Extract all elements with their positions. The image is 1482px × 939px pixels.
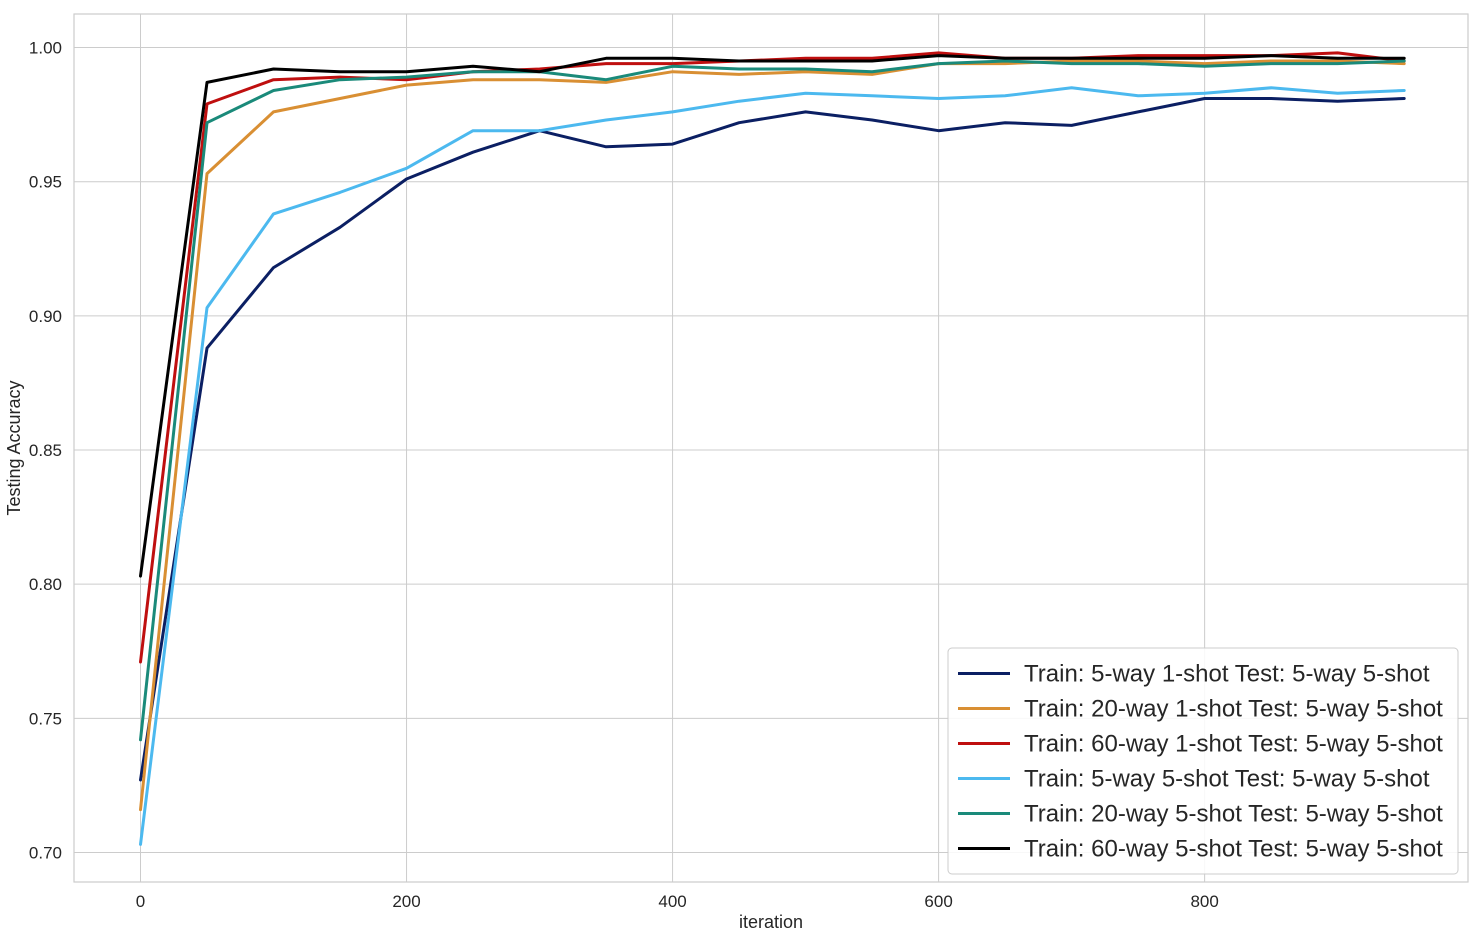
y-tick-label: 0.75 (29, 709, 62, 728)
grid-lines (74, 14, 1468, 882)
y-tick-label: 0.85 (29, 441, 62, 460)
y-tick-label: 1.00 (29, 39, 62, 58)
legend: Train: 5-way 1-shot Test: 5-way 5-shot Tr… (947, 647, 1459, 875)
x-tick-label: 0 (136, 892, 145, 911)
plot-frame (73, 13, 1469, 883)
x-tick-label: 200 (392, 892, 420, 911)
legend-entry: Train: 5-way 5-shot Test: 5-way 5-shot (1024, 766, 1430, 793)
legend-entry: Train: 60-way 1-shot Test: 5-way 5-shot (1024, 731, 1443, 758)
series-line-6 (139, 54, 1406, 578)
y-tick-label: 0.80 (29, 575, 62, 594)
legend-entry: Train: 60-way 5-shot Test: 5-way 5-shot (1024, 836, 1443, 863)
legend-entry: Train: 5-way 1-shot Test: 5-way 5-shot (1024, 661, 1430, 688)
y-tick-label: 0.95 (29, 173, 62, 192)
x-axis-label: iteration (739, 912, 803, 932)
y-tick-labels: 0.70 0.75 0.80 0.85 0.90 0.95 1.00 (29, 39, 62, 863)
x-tick-label: 600 (924, 892, 952, 911)
x-tick-label: 400 (658, 892, 686, 911)
series-lines (139, 51, 1406, 846)
x-tick-labels: 0 200 400 600 800 (136, 892, 1219, 911)
legend-entry: Train: 20-way 1-shot Test: 5-way 5-shot (1024, 696, 1443, 723)
y-tick-label: 0.70 (29, 843, 62, 862)
series-line-2 (139, 59, 1406, 812)
y-tick-label: 0.90 (29, 307, 62, 326)
legend-box (947, 647, 1459, 875)
series-line-5 (139, 59, 1406, 742)
x-tick-label: 800 (1190, 892, 1218, 911)
series-line-4 (139, 86, 1406, 846)
y-axis-label: Testing Accuracy (4, 380, 24, 515)
series-line-1 (139, 97, 1406, 782)
legend-entry: Train: 20-way 5-shot Test: 5-way 5-shot (1024, 801, 1443, 828)
